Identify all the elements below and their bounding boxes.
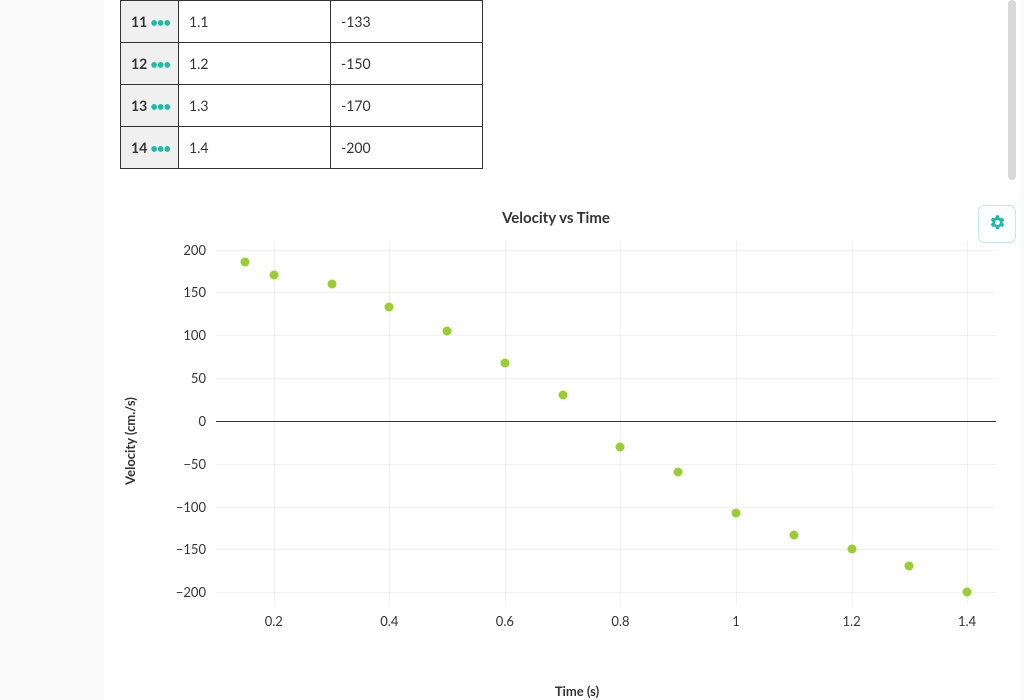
gridline-vertical bbox=[967, 241, 968, 605]
data-point[interactable] bbox=[240, 258, 249, 267]
row-index-cell: 12••• bbox=[121, 43, 179, 85]
row-menu-icon[interactable]: ••• bbox=[150, 14, 170, 30]
cell-time[interactable]: 1.1 bbox=[179, 1, 331, 43]
data-point[interactable] bbox=[732, 509, 741, 518]
cell-velocity[interactable]: -150 bbox=[331, 43, 483, 85]
row-index-cell: 11••• bbox=[121, 1, 179, 43]
gridline-horizontal bbox=[216, 592, 996, 593]
row-index-cell: 14••• bbox=[121, 127, 179, 169]
viewport: 11•••1.1-13312•••1.2-15013•••1.3-17014••… bbox=[0, 0, 1024, 700]
gridline-horizontal bbox=[216, 378, 996, 379]
cell-velocity[interactable]: -133 bbox=[331, 1, 483, 43]
x-tick-label: 0.6 bbox=[496, 613, 514, 629]
chart: Velocity vs Time Velocity (cm./s) −200 −1… bbox=[116, 209, 996, 699]
content-panel: 11•••1.1-13312•••1.2-15013•••1.3-17014••… bbox=[104, 0, 1020, 700]
x-tick-label: 1.4 bbox=[958, 613, 976, 629]
gridline-horizontal bbox=[216, 292, 996, 293]
x-tick-label: 0.2 bbox=[265, 613, 283, 629]
row-index: 14 bbox=[131, 139, 147, 156]
plot-area bbox=[216, 241, 996, 605]
data-point[interactable] bbox=[443, 326, 452, 335]
gridline-vertical bbox=[736, 241, 737, 605]
data-point[interactable] bbox=[385, 302, 394, 311]
data-point[interactable] bbox=[674, 468, 683, 477]
scrollbar[interactable] bbox=[1008, 0, 1016, 180]
data-point[interactable] bbox=[327, 279, 336, 288]
data-point[interactable] bbox=[558, 391, 567, 400]
gridline-vertical bbox=[274, 241, 275, 605]
y-tick-label: −50 bbox=[158, 456, 206, 472]
plot: Velocity (cm./s) −200−150−100−5005010015… bbox=[158, 241, 996, 641]
gridline-horizontal bbox=[216, 507, 996, 508]
y-tick-label: 0 bbox=[158, 413, 206, 429]
data-point[interactable] bbox=[905, 562, 914, 571]
gridline-horizontal bbox=[216, 549, 996, 550]
x-axis-label: Time (s) bbox=[158, 683, 996, 699]
gridline-horizontal bbox=[216, 335, 996, 336]
x-tick-label: 1.2 bbox=[842, 613, 860, 629]
gridline-vertical bbox=[505, 241, 506, 605]
gridline-horizontal bbox=[216, 464, 996, 465]
gridline-vertical bbox=[389, 241, 390, 605]
y-tick-label: 200 bbox=[158, 242, 206, 258]
y-axis-label: Velocity (cm./s) bbox=[122, 397, 138, 485]
cell-velocity[interactable]: -200 bbox=[331, 127, 483, 169]
cell-time[interactable]: 1.2 bbox=[179, 43, 331, 85]
cell-velocity[interactable]: -170 bbox=[331, 85, 483, 127]
gear-icon bbox=[989, 214, 1006, 235]
data-point[interactable] bbox=[616, 442, 625, 451]
table-row: 13•••1.3-170 bbox=[121, 85, 483, 127]
row-index-cell: 13••• bbox=[121, 85, 179, 127]
chart-settings-button[interactable] bbox=[978, 205, 1016, 243]
gridline-vertical bbox=[620, 241, 621, 605]
row-menu-icon[interactable]: ••• bbox=[150, 140, 170, 156]
gridline-horizontal bbox=[216, 250, 996, 251]
chart-title: Velocity vs Time bbox=[116, 209, 996, 227]
y-tick-label: −200 bbox=[158, 584, 206, 600]
row-index: 11 bbox=[131, 13, 147, 30]
zero-line bbox=[216, 421, 996, 422]
cell-time[interactable]: 1.4 bbox=[179, 127, 331, 169]
y-tick-label: 50 bbox=[158, 370, 206, 386]
y-tick-label: −100 bbox=[158, 499, 206, 515]
data-point[interactable] bbox=[789, 530, 798, 539]
x-tick-label: 0.8 bbox=[611, 613, 629, 629]
x-tick-label: 1 bbox=[732, 613, 740, 629]
y-tick-label: −150 bbox=[158, 541, 206, 557]
row-menu-icon[interactable]: ••• bbox=[150, 98, 170, 114]
data-table: 11•••1.1-13312•••1.2-15013•••1.3-17014••… bbox=[120, 0, 483, 169]
row-menu-icon[interactable]: ••• bbox=[150, 56, 170, 72]
table-row: 14•••1.4-200 bbox=[121, 127, 483, 169]
table-row: 12•••1.2-150 bbox=[121, 43, 483, 85]
data-point[interactable] bbox=[963, 588, 972, 597]
row-index: 12 bbox=[131, 55, 147, 72]
data-point[interactable] bbox=[847, 545, 856, 554]
y-tick-label: 150 bbox=[158, 284, 206, 300]
data-point[interactable] bbox=[500, 358, 509, 367]
cell-time[interactable]: 1.3 bbox=[179, 85, 331, 127]
table-row: 11•••1.1-133 bbox=[121, 1, 483, 43]
row-index: 13 bbox=[131, 97, 147, 114]
y-tick-label: 100 bbox=[158, 327, 206, 343]
x-tick-label: 0.4 bbox=[380, 613, 398, 629]
data-point[interactable] bbox=[269, 271, 278, 280]
